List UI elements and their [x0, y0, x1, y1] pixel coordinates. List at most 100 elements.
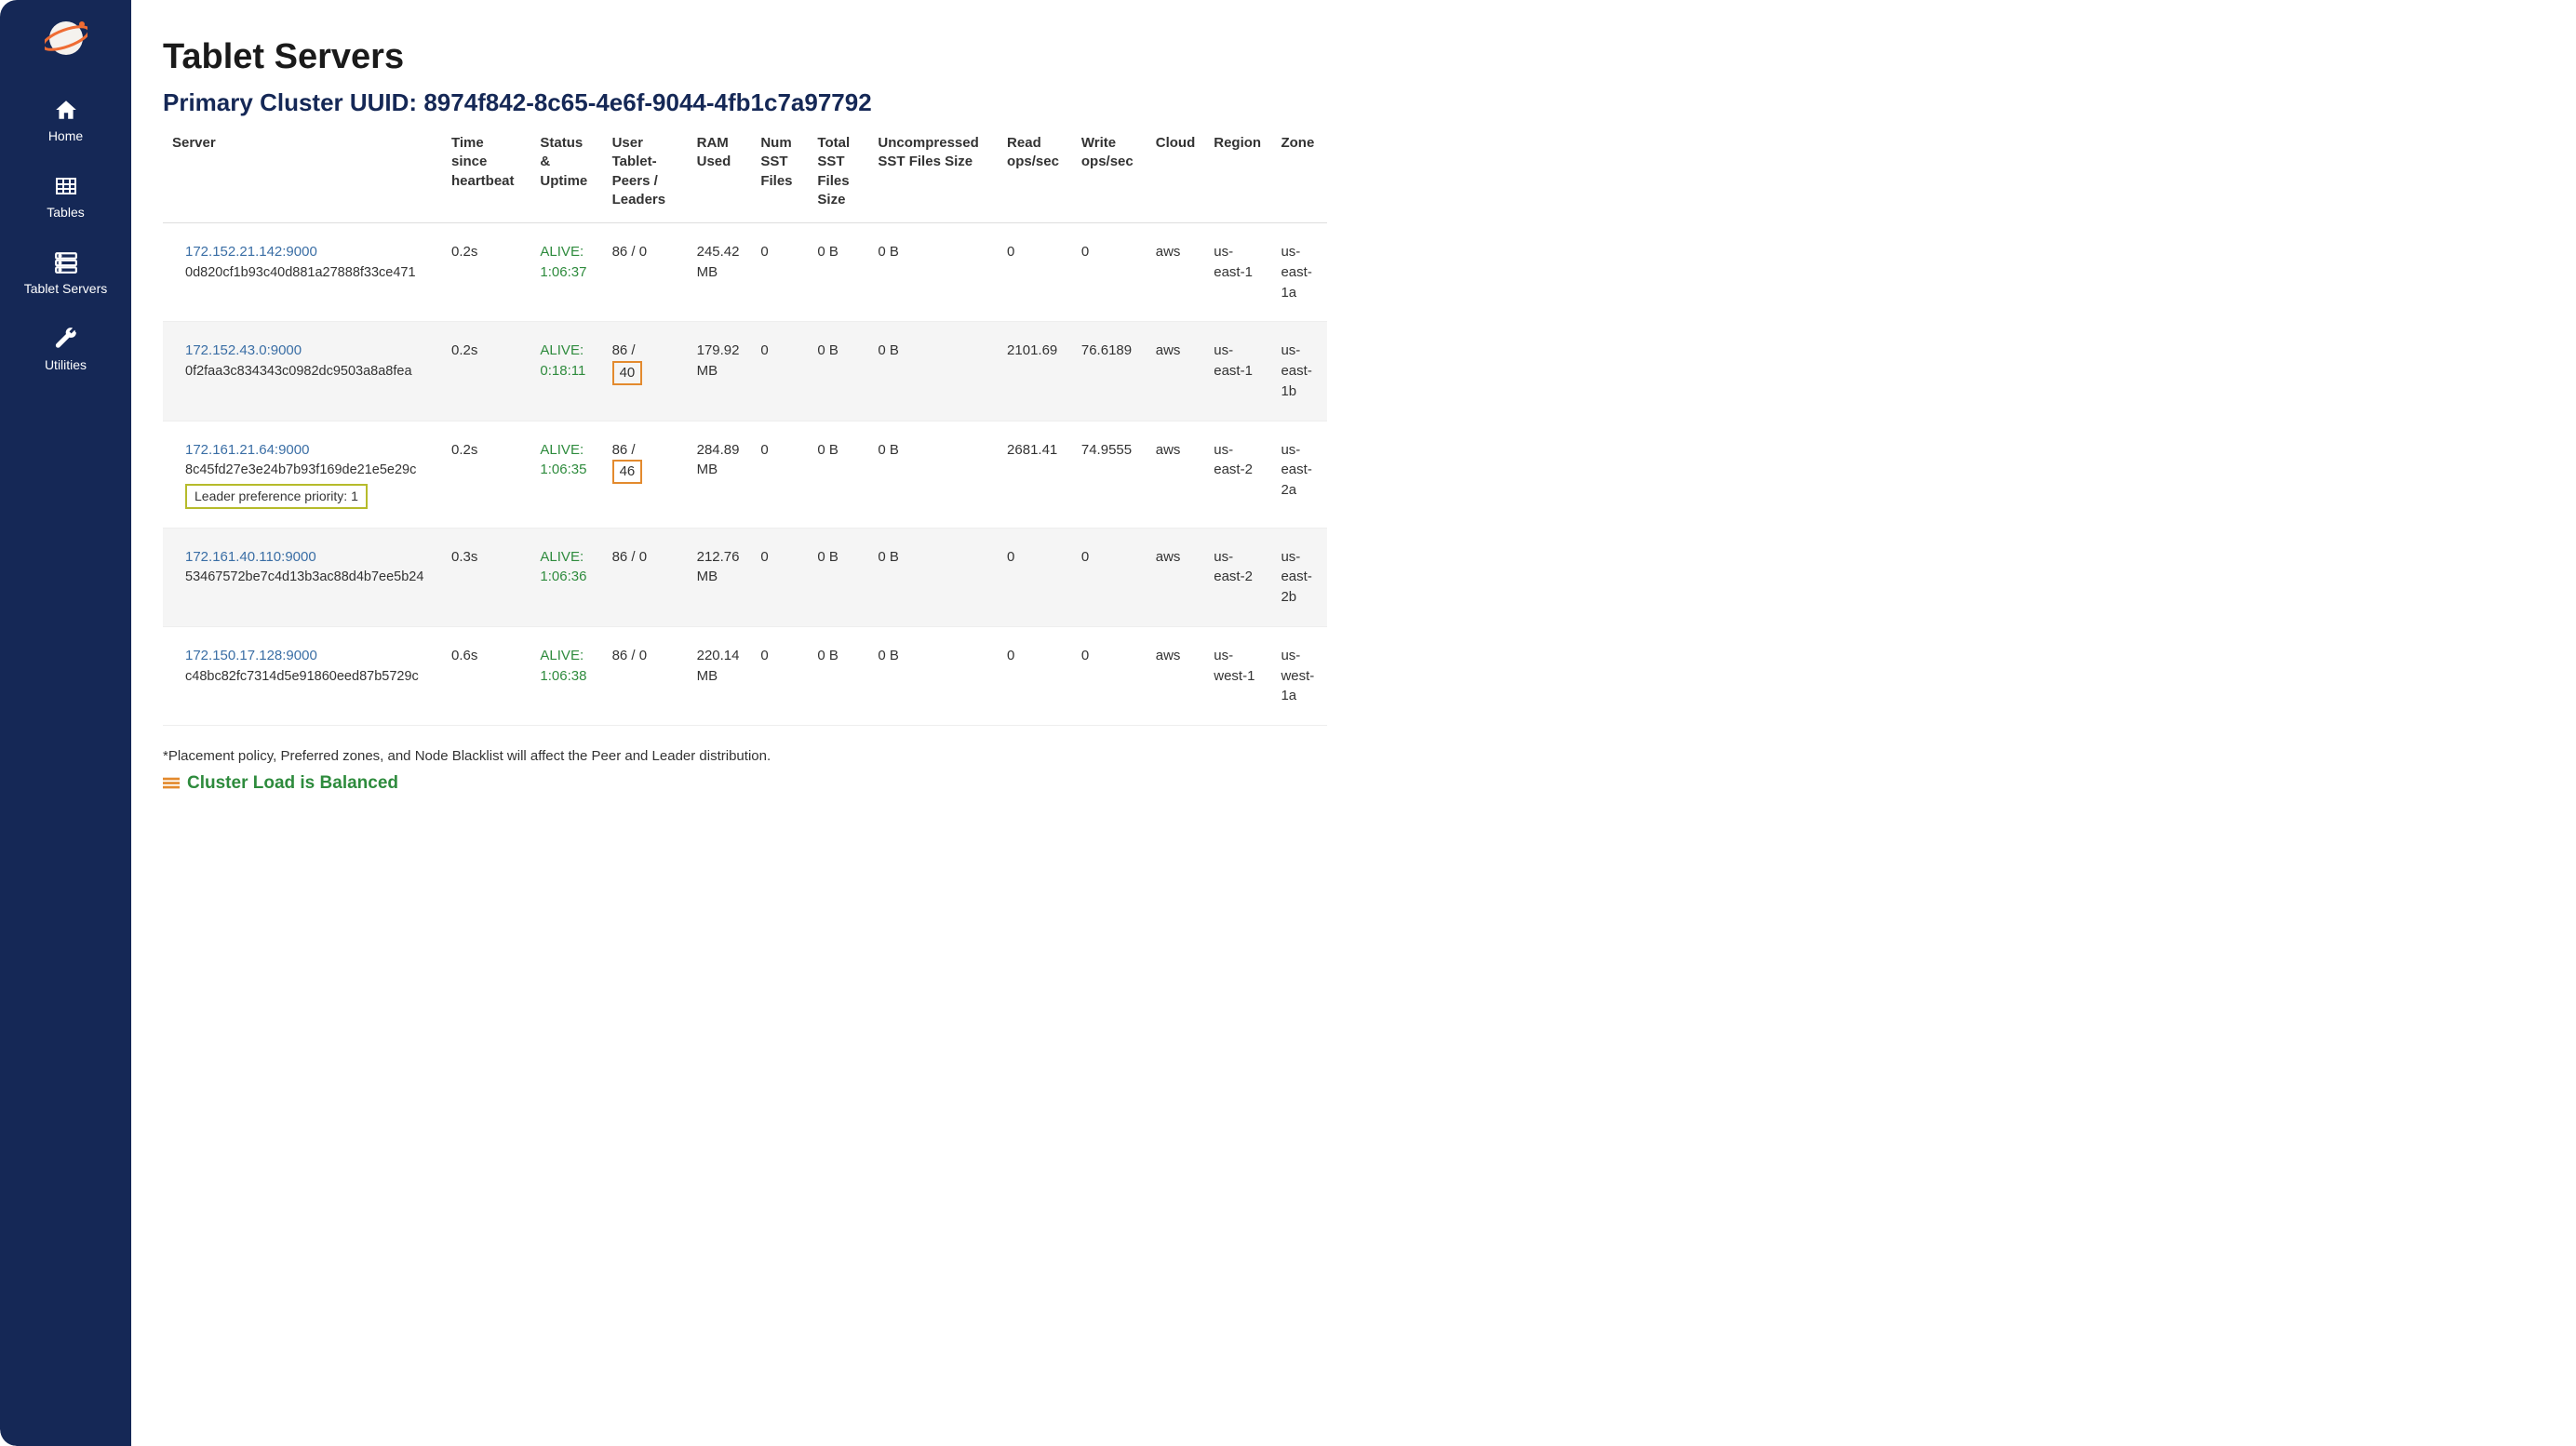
- cell-ram: 220.14 MB: [688, 626, 752, 725]
- cell-ram: 284.89 MB: [688, 421, 752, 528]
- cell-cloud: aws: [1147, 223, 1205, 322]
- cell-cloud: aws: [1147, 528, 1205, 626]
- cell-uncomp-sst: 0 B: [868, 421, 998, 528]
- cell-read-ops: 0: [998, 223, 1072, 322]
- cell-write-ops: 76.6189: [1072, 322, 1147, 421]
- cell-heartbeat: 0.2s: [442, 322, 530, 421]
- cell-heartbeat: 0.3s: [442, 528, 530, 626]
- home-icon: [52, 97, 80, 123]
- uptime-text: 1:06:38: [540, 668, 586, 684]
- cell-zone: us-east-2a: [1271, 421, 1327, 528]
- server-link[interactable]: 172.161.40.110:9000: [185, 549, 316, 565]
- table-header: Server Time since heartbeat Status & Upt…: [163, 125, 1327, 223]
- cell-peers: 86 /40: [603, 322, 688, 421]
- cell-read-ops: 0: [998, 528, 1072, 626]
- server-link[interactable]: 172.152.43.0:9000: [185, 342, 302, 358]
- server-link[interactable]: 172.152.21.142:9000: [185, 244, 317, 260]
- page-title: Tablet Servers: [163, 37, 1327, 77]
- sidebar-item-home[interactable]: Home: [0, 97, 131, 143]
- sidebar-item-utilities[interactable]: Utilities: [0, 326, 131, 372]
- peers-text: 86 / 0: [612, 648, 648, 663]
- th-total-sst[interactable]: Total SST Files Size: [808, 125, 868, 223]
- th-heartbeat[interactable]: Time since heartbeat: [442, 125, 530, 223]
- peers-text: 86 /: [612, 342, 636, 358]
- table-row: 172.150.17.128:9000c48bc82fc7314d5e91860…: [163, 626, 1327, 725]
- th-num-sst[interactable]: Num SST Files: [751, 125, 808, 223]
- cluster-load-status: Cluster Load is Balanced: [163, 773, 1327, 794]
- sidebar-item-label: Utilities: [45, 357, 87, 372]
- sidebar-item-label: Home: [48, 128, 83, 143]
- tables-icon: [52, 173, 80, 199]
- cell-heartbeat: 0.2s: [442, 421, 530, 528]
- peers-text: 86 / 0: [612, 244, 648, 260]
- cell-zone: us-east-2b: [1271, 528, 1327, 626]
- table-body: 172.152.21.142:90000d820cf1b93c40d881a27…: [163, 223, 1327, 726]
- sidebar-item-tablet-servers[interactable]: Tablet Servers: [0, 249, 131, 296]
- cell-total-sst: 0 B: [808, 528, 868, 626]
- cell-zone: us-east-1b: [1271, 322, 1327, 421]
- server-link[interactable]: 172.150.17.128:9000: [185, 648, 317, 663]
- server-link[interactable]: 172.161.21.64:9000: [185, 442, 309, 458]
- status-text: ALIVE:: [540, 342, 584, 358]
- tablet-servers-table: Server Time since heartbeat Status & Upt…: [163, 125, 1327, 726]
- sidebar: Home Tables Tablet Servers Utilities: [0, 0, 131, 1446]
- cell-ram: 179.92 MB: [688, 322, 752, 421]
- cell-zone: us-east-1a: [1271, 223, 1327, 322]
- footnote: *Placement policy, Preferred zones, and …: [163, 748, 1327, 764]
- table-row: 172.161.40.110:900053467572be7c4d13b3ac8…: [163, 528, 1327, 626]
- sidebar-item-tables[interactable]: Tables: [0, 173, 131, 220]
- cell-write-ops: 0: [1072, 223, 1147, 322]
- cell-region: us-east-1: [1204, 223, 1271, 322]
- cell-region: us-east-2: [1204, 421, 1271, 528]
- balance-icon: [163, 777, 180, 790]
- th-server[interactable]: Server: [163, 125, 442, 223]
- cell-uncomp-sst: 0 B: [868, 528, 998, 626]
- cell-status: ALIVE: 1:06:38: [530, 626, 602, 725]
- cell-server: 172.161.40.110:900053467572be7c4d13b3ac8…: [163, 528, 442, 626]
- th-zone[interactable]: Zone: [1271, 125, 1327, 223]
- th-ram[interactable]: RAM Used: [688, 125, 752, 223]
- cell-status: ALIVE: 1:06:35: [530, 421, 602, 528]
- cell-cloud: aws: [1147, 322, 1205, 421]
- cell-num-sst: 0: [751, 626, 808, 725]
- cluster-load-text: Cluster Load is Balanced: [187, 773, 398, 794]
- cell-heartbeat: 0.6s: [442, 626, 530, 725]
- th-status[interactable]: Status & Uptime: [530, 125, 602, 223]
- cell-uncomp-sst: 0 B: [868, 322, 998, 421]
- status-text: ALIVE:: [540, 442, 584, 458]
- main-content: Tablet Servers Primary Cluster UUID: 897…: [131, 0, 1359, 1446]
- th-read-ops[interactable]: Read ops/sec: [998, 125, 1072, 223]
- cell-read-ops: 0: [998, 626, 1072, 725]
- cell-region: us-east-1: [1204, 322, 1271, 421]
- cell-peers: 86 /46: [603, 421, 688, 528]
- table-row: 172.152.21.142:90000d820cf1b93c40d881a27…: [163, 223, 1327, 322]
- uptime-text: 1:06:37: [540, 264, 586, 280]
- th-write-ops[interactable]: Write ops/sec: [1072, 125, 1147, 223]
- cell-total-sst: 0 B: [808, 626, 868, 725]
- uptime-text: 0:18:11: [540, 363, 585, 379]
- cell-peers: 86 / 0: [603, 223, 688, 322]
- cell-num-sst: 0: [751, 223, 808, 322]
- server-uuid: 8c45fd27e3e24b7b93f169de21e5e29c: [185, 462, 416, 477]
- cell-peers: 86 / 0: [603, 528, 688, 626]
- cell-uncomp-sst: 0 B: [868, 223, 998, 322]
- cell-read-ops: 2101.69: [998, 322, 1072, 421]
- th-uncomp-sst[interactable]: Uncompressed SST Files Size: [868, 125, 998, 223]
- cell-peers: 86 / 0: [603, 626, 688, 725]
- logo: [45, 17, 87, 60]
- cluster-uuid-heading: Primary Cluster UUID: 8974f842-8c65-4e6f…: [163, 88, 1327, 117]
- uptime-text: 1:06:36: [540, 569, 586, 584]
- status-text: ALIVE:: [540, 648, 584, 663]
- cluster-uuid-value: 8974f842-8c65-4e6f-9044-4fb1c7a97792: [423, 88, 871, 116]
- cell-read-ops: 2681.41: [998, 421, 1072, 528]
- status-text: ALIVE:: [540, 549, 584, 565]
- th-region[interactable]: Region: [1204, 125, 1271, 223]
- server-icon: [52, 249, 80, 275]
- cell-region: us-west-1: [1204, 626, 1271, 725]
- cell-ram: 212.76 MB: [688, 528, 752, 626]
- th-peers[interactable]: User Tablet-Peers / Leaders: [603, 125, 688, 223]
- cell-cloud: aws: [1147, 626, 1205, 725]
- cell-server: 172.152.21.142:90000d820cf1b93c40d881a27…: [163, 223, 442, 322]
- th-cloud[interactable]: Cloud: [1147, 125, 1205, 223]
- server-uuid: 0f2faa3c834343c0982dc9503a8a8fea: [185, 364, 412, 379]
